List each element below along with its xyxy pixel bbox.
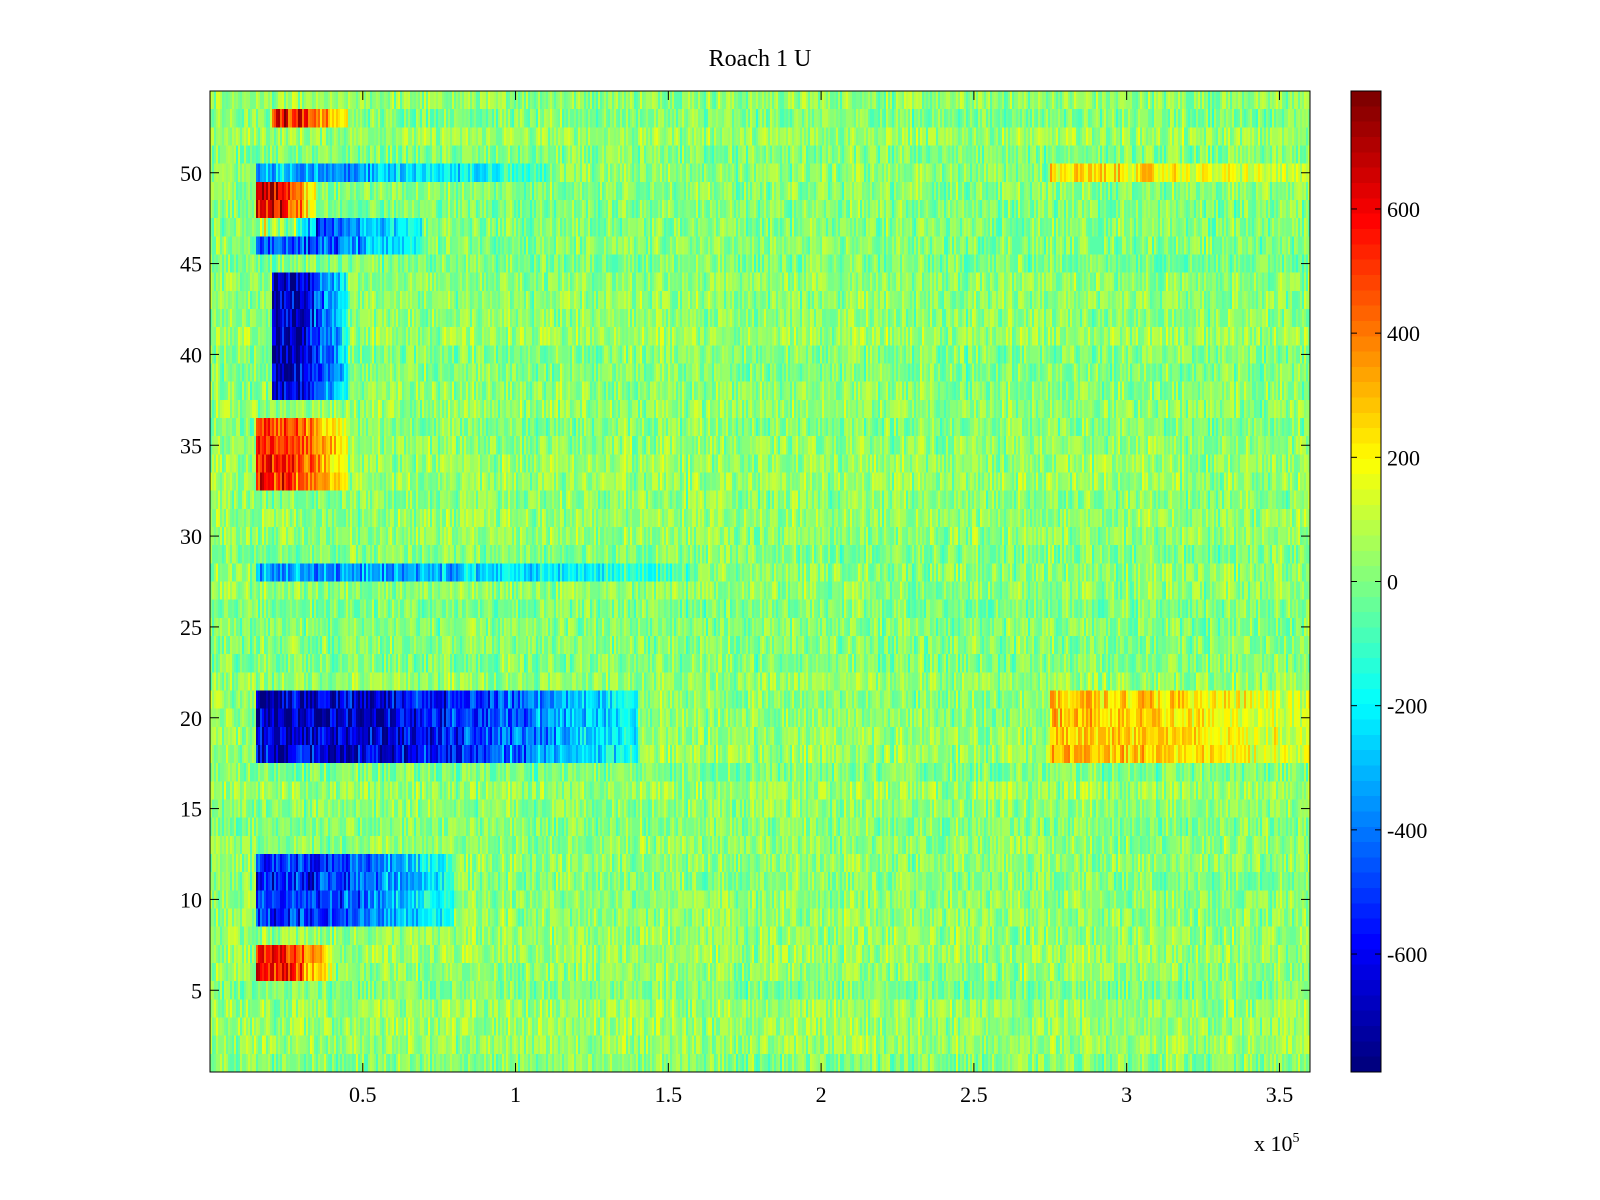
y-tick-label: 30 <box>180 524 202 549</box>
colorbar-tick-label: 600 <box>1387 197 1420 222</box>
colorbar-tick-label: 200 <box>1387 445 1420 470</box>
x-tick-label: 3 <box>1121 1082 1132 1107</box>
colorbar-tick-label: -200 <box>1387 694 1427 719</box>
y-tick-label: 25 <box>180 615 202 640</box>
colorbar-tick-label: 0 <box>1387 570 1398 595</box>
y-axis: 5 10 15 20 25 30 35 40 45 50 <box>180 161 1310 1003</box>
y-tick-label: 10 <box>180 887 202 912</box>
x-tick-label: 0.5 <box>349 1082 377 1107</box>
y-tick-label: 35 <box>180 433 202 458</box>
colorbar-tick-label: 400 <box>1387 321 1420 346</box>
chart-title: Roach 1 U <box>709 46 812 72</box>
x-multiplier-exponent: 5 <box>1293 1131 1300 1146</box>
x-tick-label: 2.5 <box>960 1082 988 1107</box>
x-tick-label: 1.5 <box>655 1082 683 1107</box>
y-tick-label: 20 <box>180 706 202 731</box>
plot-frame <box>209 90 1311 1073</box>
colorbar-tick-label: -600 <box>1387 942 1427 967</box>
y-tick-label: 40 <box>180 342 202 367</box>
x-multiplier-base: x 10 <box>1254 1131 1293 1156</box>
y-tick-label: 45 <box>180 252 202 277</box>
x-multiplier-label: x 105 <box>1254 1131 1300 1156</box>
x-tick-label: 2 <box>816 1082 827 1107</box>
y-tick-label: 50 <box>180 161 202 186</box>
y-tick-label: 15 <box>180 797 202 822</box>
x-tick-label: 1 <box>510 1082 521 1107</box>
y-tick-label: 5 <box>191 978 202 1003</box>
x-tick-label: 3.5 <box>1266 1082 1294 1107</box>
colorbar-tick-label: -400 <box>1387 818 1427 843</box>
colorbar-axis: 600 400 200 0 -200 -400 -600 <box>1351 197 1427 967</box>
heatmap-image <box>210 91 1310 1072</box>
x-axis: 0.5 1 1.5 2 2.5 3 3.5 <box>349 91 1293 1107</box>
